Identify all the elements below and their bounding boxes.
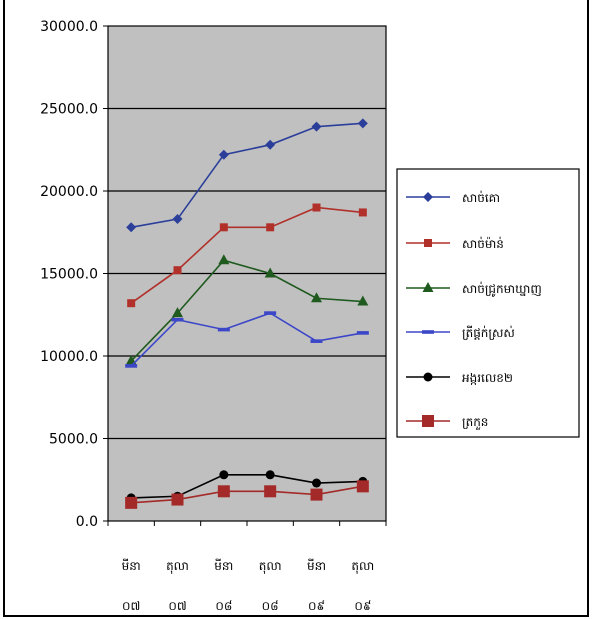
data-point: [310, 339, 323, 343]
legend-label: សាច់ម៉ាន់: [462, 236, 504, 251]
legend-label: ត្រកួន: [462, 415, 488, 430]
y-tick-label: 5000.0: [49, 432, 98, 448]
x-tick-label-year: ០៧: [168, 599, 186, 613]
data-point: [358, 208, 367, 217]
x-tick-label-month: តុលា: [259, 559, 282, 574]
data-point: [126, 222, 137, 233]
legend-marker: [424, 239, 432, 247]
x-tick-label-year: ០៧: [122, 599, 140, 613]
data-point: [125, 364, 138, 368]
data-point: [217, 485, 230, 498]
y-tick-label: 25000.0: [40, 102, 98, 118]
x-tick-label-month: តុលា: [351, 559, 374, 574]
data-point: [312, 478, 321, 488]
data-point: [356, 331, 369, 335]
y-tick-label: 0.0: [76, 514, 98, 530]
data-point: [264, 485, 277, 498]
legend-marker: [422, 330, 434, 334]
x-tick-label-year: ០៩: [354, 599, 371, 613]
data-point: [173, 266, 182, 275]
legend-label: ត្រីផ្តក់ស្រស់: [462, 325, 515, 340]
y-tick-label: 20000.0: [40, 184, 98, 200]
data-point: [171, 493, 184, 506]
x-tick-label-month: តុលា: [166, 559, 189, 574]
chart-frame: [3, 0, 589, 617]
data-point: [356, 480, 369, 493]
legend-label: សាច់គោ: [462, 190, 500, 205]
data-point: [218, 254, 230, 265]
y-tick-label: 15000.0: [40, 267, 98, 283]
data-point: [311, 292, 322, 303]
data-point: [264, 311, 277, 315]
data-point: [172, 214, 183, 225]
series-line: [130, 259, 363, 362]
data-point: [357, 118, 368, 129]
data-point: [218, 149, 229, 160]
y-tick-label: 30000.0: [40, 19, 98, 35]
data-point: [125, 496, 138, 509]
data-point: [264, 267, 276, 278]
data-point: [357, 295, 369, 306]
series-line: [130, 206, 363, 304]
legend-marker: [422, 415, 434, 427]
x-tick-label-month: មីនា: [122, 558, 141, 573]
data-point: [310, 488, 323, 501]
series-line: [131, 122, 363, 229]
legend-marker: [423, 372, 433, 382]
legend-label: សាច់ជ្រូកមាឃ្នាញ: [462, 281, 542, 297]
x-tick-label-year: ០៩: [308, 599, 325, 613]
y-tick-label: 10000.0: [40, 349, 98, 365]
x-tick-label-month: មីនា: [307, 558, 326, 573]
data-point: [219, 223, 228, 232]
data-point: [172, 307, 183, 318]
data-point: [265, 139, 276, 150]
legend-box: [396, 168, 580, 438]
x-tick-label-year: ០៨: [215, 599, 232, 613]
legend: សាច់គោសាច់ម៉ាន់សាច់ជ្រូកមាឃ្នាញត្រីផ្តក់…: [396, 168, 580, 438]
data-point: [311, 121, 322, 132]
data-point: [171, 317, 184, 322]
legend-marker: [422, 282, 434, 292]
data-point: [219, 470, 229, 480]
x-tick-label-month: មីនា: [214, 558, 233, 573]
series-line: [131, 473, 363, 499]
data-point: [265, 470, 275, 480]
data-point: [217, 327, 230, 332]
x-tick-label-year: ០៨: [262, 599, 279, 613]
legend-marker: [423, 192, 433, 202]
data-point: [127, 299, 136, 308]
series-line: [131, 485, 363, 504]
legend-label: អង្ករលេខ២: [462, 371, 513, 385]
data-point: [266, 223, 275, 232]
series-line: [130, 312, 363, 367]
plot-area-group: 0.0 5000.0 10000.0 15000.0 20000.0 25000.0 300…: [40, 19, 387, 613]
data-point: [312, 203, 321, 212]
